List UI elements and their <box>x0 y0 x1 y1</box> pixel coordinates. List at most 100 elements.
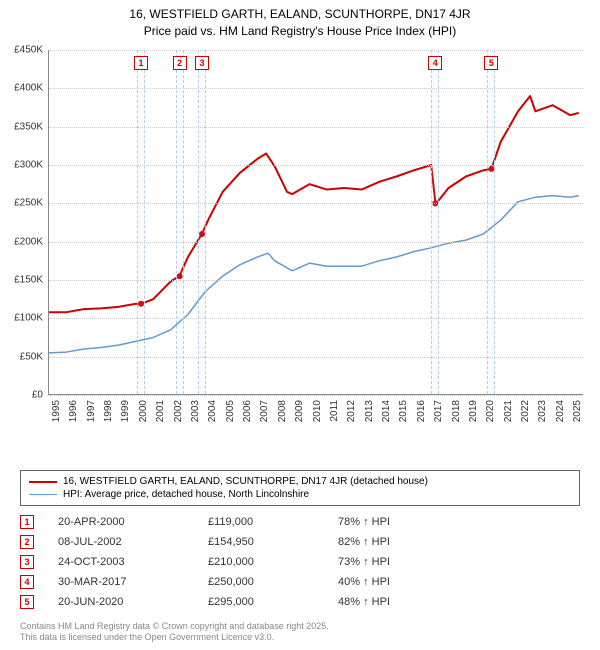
sale-row-price: £210,000 <box>208 556 338 568</box>
y-gridline <box>49 357 583 358</box>
sale-row: 2 08-JUL-2002£154,95082% ↑ HPI <box>20 532 580 552</box>
footer-line2: This data is licensed under the Open Gov… <box>20 632 329 644</box>
sale-row-date: 20-JUN-2020 <box>58 596 208 608</box>
y-gridline <box>49 127 583 128</box>
x-axis-label: 2009 <box>294 400 305 422</box>
sale-marker-number: 4 <box>428 56 442 70</box>
sale-row-price: £154,950 <box>208 536 338 548</box>
sale-row-pct: 73% ↑ HPI <box>338 556 580 568</box>
x-axis-label: 2011 <box>329 400 340 422</box>
sale-row-price: £250,000 <box>208 576 338 588</box>
x-axis-label: 1996 <box>68 400 79 422</box>
footer: Contains HM Land Registry data © Crown c… <box>20 621 329 644</box>
plot-region: 12345 <box>48 50 583 395</box>
sale-row-pct: 48% ↑ HPI <box>338 596 580 608</box>
x-axis-label: 2023 <box>537 400 548 422</box>
x-axis-label: 2016 <box>416 400 427 422</box>
sale-marker-number: 5 <box>484 56 498 70</box>
sale-row-price: £295,000 <box>208 596 338 608</box>
y-gridline <box>49 203 583 204</box>
x-axis-label: 2021 <box>503 400 514 422</box>
sale-row-number: 3 <box>20 555 34 569</box>
sale-row-date: 20-APR-2000 <box>58 516 208 528</box>
sale-row-pct: 78% ↑ HPI <box>338 516 580 528</box>
y-axis-label: £250K <box>14 198 43 209</box>
x-axis-label: 2004 <box>207 400 218 422</box>
legend-label-hpi: HPI: Average price, detached house, Nort… <box>63 489 309 500</box>
title-line1: 16, WESTFIELD GARTH, EALAND, SCUNTHORPE,… <box>0 6 600 23</box>
x-axis-label: 2019 <box>468 400 479 422</box>
y-axis-label: £400K <box>14 83 43 94</box>
title-block: 16, WESTFIELD GARTH, EALAND, SCUNTHORPE,… <box>0 0 600 40</box>
title-line2: Price paid vs. HM Land Registry's House … <box>0 23 600 40</box>
y-gridline <box>49 395 583 396</box>
legend: 16, WESTFIELD GARTH, EALAND, SCUNTHORPE,… <box>20 470 580 506</box>
sale-row: 3 24-OCT-2003£210,00073% ↑ HPI <box>20 552 580 572</box>
y-axis-label: £350K <box>14 121 43 132</box>
x-axis-label: 2024 <box>555 400 566 422</box>
sale-marker-band <box>487 50 495 394</box>
footer-line1: Contains HM Land Registry data © Crown c… <box>20 621 329 633</box>
y-axis-label: £450K <box>14 45 43 56</box>
chart-lines <box>49 50 584 395</box>
x-axis-label: 2018 <box>451 400 462 422</box>
x-axis-label: 1998 <box>103 400 114 422</box>
y-gridline <box>49 88 583 89</box>
x-axis-label: 2010 <box>312 400 323 422</box>
x-axis-label: 2005 <box>225 400 236 422</box>
y-axis-label: £100K <box>14 313 43 324</box>
sale-row-date: 30-MAR-2017 <box>58 576 208 588</box>
y-axis-label: £200K <box>14 236 43 247</box>
sale-marker-band <box>176 50 184 394</box>
y-axis-label: £150K <box>14 275 43 286</box>
x-axis-label: 2015 <box>398 400 409 422</box>
x-axis-label: 2000 <box>138 400 149 422</box>
y-gridline <box>49 165 583 166</box>
y-axis-label: £300K <box>14 160 43 171</box>
y-gridline <box>49 280 583 281</box>
series-line-hpi <box>49 196 579 353</box>
sale-marker-band <box>198 50 206 394</box>
sale-row-date: 08-JUL-2002 <box>58 536 208 548</box>
x-axis-label: 2007 <box>259 400 270 422</box>
y-gridline <box>49 50 583 51</box>
x-axis-label: 2001 <box>155 400 166 422</box>
legend-swatch-hpi <box>29 494 57 495</box>
x-axis-label: 1995 <box>51 400 62 422</box>
sale-row: 1 20-APR-2000£119,00078% ↑ HPI <box>20 512 580 532</box>
x-axis-label: 1997 <box>86 400 97 422</box>
sale-marker-number: 3 <box>195 56 209 70</box>
legend-row-property: 16, WESTFIELD GARTH, EALAND, SCUNTHORPE,… <box>29 475 571 488</box>
legend-swatch-property <box>29 481 57 483</box>
x-axis-label: 2003 <box>190 400 201 422</box>
y-axis-label: £0 <box>32 390 43 401</box>
sale-row-pct: 40% ↑ HPI <box>338 576 580 588</box>
legend-row-hpi: HPI: Average price, detached house, Nort… <box>29 488 571 501</box>
x-axis-label: 2025 <box>572 400 583 422</box>
sale-row-number: 1 <box>20 515 34 529</box>
sale-row-pct: 82% ↑ HPI <box>338 536 580 548</box>
chart-container: 16, WESTFIELD GARTH, EALAND, SCUNTHORPE,… <box>0 0 600 650</box>
sale-marker-band <box>431 50 439 394</box>
x-axis-label: 1999 <box>120 400 131 422</box>
sale-marker-number: 2 <box>173 56 187 70</box>
sale-row-date: 24-OCT-2003 <box>58 556 208 568</box>
x-axis-label: 2006 <box>242 400 253 422</box>
sale-row: 4 30-MAR-2017£250,00040% ↑ HPI <box>20 572 580 592</box>
sale-row-number: 4 <box>20 575 34 589</box>
x-axis-label: 2013 <box>364 400 375 422</box>
x-axis-label: 2008 <box>277 400 288 422</box>
legend-label-property: 16, WESTFIELD GARTH, EALAND, SCUNTHORPE,… <box>63 476 428 487</box>
y-gridline <box>49 318 583 319</box>
sale-marker-number: 1 <box>134 56 148 70</box>
x-axis-label: 2020 <box>485 400 496 422</box>
sale-row: 5 20-JUN-2020£295,00048% ↑ HPI <box>20 592 580 612</box>
y-gridline <box>49 242 583 243</box>
x-axis-label: 2017 <box>433 400 444 422</box>
x-axis-label: 2012 <box>346 400 357 422</box>
sale-row-number: 5 <box>20 595 34 609</box>
x-axis-label: 2022 <box>520 400 531 422</box>
sale-marker-band <box>137 50 145 394</box>
sale-row-number: 2 <box>20 535 34 549</box>
sale-row-price: £119,000 <box>208 516 338 528</box>
